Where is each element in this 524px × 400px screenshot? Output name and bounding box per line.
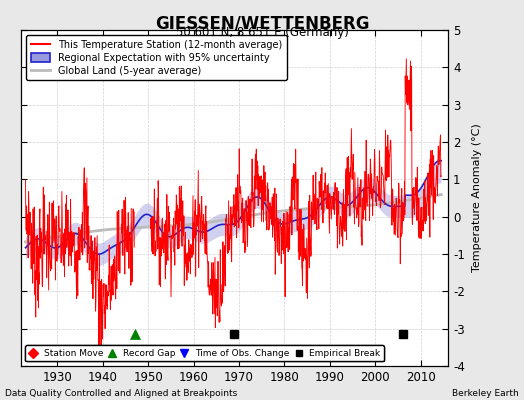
Text: 50.601 N, 8.651 E (Germany): 50.601 N, 8.651 E (Germany) xyxy=(176,26,348,39)
Y-axis label: Temperature Anomaly (°C): Temperature Anomaly (°C) xyxy=(472,124,482,272)
Text: Data Quality Controlled and Aligned at Breakpoints: Data Quality Controlled and Aligned at B… xyxy=(5,389,237,398)
Text: Berkeley Earth: Berkeley Earth xyxy=(452,389,519,398)
Text: GIESSEN/WETTENBERG: GIESSEN/WETTENBERG xyxy=(155,14,369,32)
Legend: Station Move, Record Gap, Time of Obs. Change, Empirical Break: Station Move, Record Gap, Time of Obs. C… xyxy=(26,345,384,362)
